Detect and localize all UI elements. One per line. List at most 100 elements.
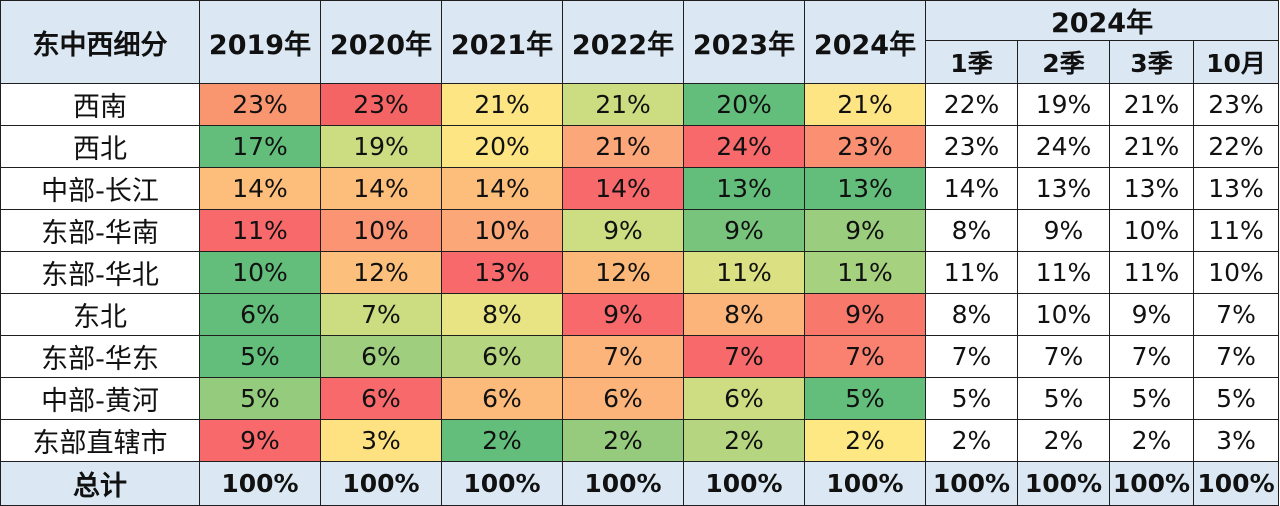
period-cell-q3: 21% xyxy=(1109,83,1194,126)
period-cell-oct: 22% xyxy=(1192,125,1280,168)
heat-cell-2022: 21% xyxy=(562,125,684,168)
period-cell-q1: 22% xyxy=(925,83,1018,126)
heat-cell-2020: 14% xyxy=(320,167,442,210)
heat-cell-2024: 23% xyxy=(804,125,926,168)
col-header-2023: 2023年 xyxy=(683,0,805,84)
heat-cell-2024: 9% xyxy=(804,293,926,336)
heat-cell-2019: 11% xyxy=(199,209,321,252)
header-row-periods: 1季 2季 3季 10月 xyxy=(1,40,1280,84)
table-row: 中部-黄河 5% 6% 6% 6% 6% 5% 5% 5% 5% 5% xyxy=(0,377,1280,420)
heat-cell-2022: 2% xyxy=(562,419,684,462)
heat-cell-2023: 2% xyxy=(683,419,805,462)
period-cell-q1: 7% xyxy=(925,335,1018,378)
col-header-2020: 2020年 xyxy=(320,0,442,84)
heat-cell-2020: 12% xyxy=(320,251,442,294)
heat-cell-2021: 2% xyxy=(441,419,563,462)
heat-cell-2023: 24% xyxy=(683,125,805,168)
total-q2: 100% xyxy=(1017,461,1110,506)
heat-cell-2022: 7% xyxy=(562,335,684,378)
row-label: 东北 xyxy=(0,293,200,336)
period-cell-q1: 11% xyxy=(925,251,1018,294)
heat-cell-2020: 6% xyxy=(320,377,442,420)
total-2024: 100% xyxy=(804,461,926,506)
heat-cell-2020: 10% xyxy=(320,209,442,252)
col-header-oct: 10月 xyxy=(1192,40,1280,84)
heat-cell-2021: 6% xyxy=(441,377,563,420)
period-cell-q2: 2% xyxy=(1017,419,1110,462)
heat-cell-2019: 10% xyxy=(199,251,321,294)
period-cell-q2: 7% xyxy=(1017,335,1110,378)
period-cell-q2: 24% xyxy=(1017,125,1110,168)
row-label: 中部-长江 xyxy=(0,167,200,210)
total-2019: 100% xyxy=(199,461,321,506)
table-body: 西南 23% 23% 21% 21% 20% 21% 22% 19% 21% 23% 西北 17% 19%… xyxy=(0,83,1280,462)
period-cell-oct: 10% xyxy=(1192,251,1280,294)
period-cell-q2: 13% xyxy=(1017,167,1110,210)
heat-cell-2024: 9% xyxy=(804,209,926,252)
header-row-top: 东中西细分 2019年 2020年 2021年 2022年 2023年 2024… xyxy=(0,0,1280,84)
period-cell-q3: 13% xyxy=(1109,167,1194,210)
row-label: 东部-华南 xyxy=(0,209,200,252)
heat-cell-2024: 5% xyxy=(804,377,926,420)
heat-cell-2021: 6% xyxy=(441,335,563,378)
period-cell-q3: 2% xyxy=(1109,419,1194,462)
heat-cell-2022: 6% xyxy=(562,377,684,420)
heat-cell-2022: 21% xyxy=(562,83,684,126)
row-label: 中部-黄河 xyxy=(0,377,200,420)
heat-cell-2019: 5% xyxy=(199,335,321,378)
period-cell-q2: 10% xyxy=(1017,293,1110,336)
period-cell-oct: 11% xyxy=(1192,209,1280,252)
total-q3: 100% xyxy=(1109,461,1194,506)
heat-cell-2020: 23% xyxy=(320,83,442,126)
total-label: 总计 xyxy=(0,461,200,506)
heat-cell-2020: 19% xyxy=(320,125,442,168)
period-cell-q2: 19% xyxy=(1017,83,1110,126)
heat-cell-2020: 7% xyxy=(320,293,442,336)
row-label: 东部-华东 xyxy=(0,335,200,378)
period-cell-q3: 5% xyxy=(1109,377,1194,420)
heat-cell-2024: 11% xyxy=(804,251,926,294)
period-cell-q3: 10% xyxy=(1109,209,1194,252)
period-cell-oct: 7% xyxy=(1192,335,1280,378)
total-2020: 100% xyxy=(320,461,442,506)
period-cell-q1: 23% xyxy=(925,125,1018,168)
period-cell-oct: 3% xyxy=(1192,419,1280,462)
heat-cell-2021: 13% xyxy=(441,251,563,294)
heat-cell-2019: 9% xyxy=(199,419,321,462)
period-cell-q1: 2% xyxy=(925,419,1018,462)
table-row: 东部-华东 5% 6% 6% 7% 7% 7% 7% 7% 7% 7% xyxy=(0,335,1280,378)
table-row: 东部直辖市 9% 3% 2% 2% 2% 2% 2% 2% 2% 3% xyxy=(0,419,1280,462)
heat-cell-2024: 13% xyxy=(804,167,926,210)
period-cell-q3: 9% xyxy=(1109,293,1194,336)
heat-cell-2022: 12% xyxy=(562,251,684,294)
heat-cell-2022: 9% xyxy=(562,209,684,252)
col-header-period-group: 2024年 xyxy=(924,0,1280,41)
heat-cell-2023: 8% xyxy=(683,293,805,336)
heat-cell-2019: 5% xyxy=(199,377,321,420)
heat-cell-2023: 13% xyxy=(683,167,805,210)
table-row: 中部-长江 14% 14% 14% 14% 13% 13% 14% 13% 13% 13% xyxy=(0,167,1280,210)
row-label: 东部-华北 xyxy=(0,251,200,294)
period-cell-oct: 13% xyxy=(1192,167,1280,210)
table-row: 东部-华北 10% 12% 13% 12% 11% 11% 11% 11% 11% 10% xyxy=(0,251,1280,294)
heat-cell-2024: 7% xyxy=(804,335,926,378)
col-header-q3: 3季 xyxy=(1109,40,1194,84)
row-label: 西北 xyxy=(0,125,200,168)
heat-cell-2020: 6% xyxy=(320,335,442,378)
row-header-label: 东中西细分 xyxy=(0,0,200,84)
row-label: 西南 xyxy=(0,83,200,126)
heat-cell-2019: 17% xyxy=(199,125,321,168)
total-oct: 100% xyxy=(1192,461,1280,506)
total-q1: 100% xyxy=(925,461,1018,506)
row-label: 东部直辖市 xyxy=(0,419,200,462)
heat-cell-2021: 20% xyxy=(441,125,563,168)
table-row: 东北 6% 7% 8% 9% 8% 9% 8% 10% 9% 7% xyxy=(0,293,1280,336)
heat-cell-2021: 21% xyxy=(441,83,563,126)
total-row: 总计 100% 100% 100% 100% 100% 100% 100% 10… xyxy=(0,461,1280,506)
col-header-2021: 2021年 xyxy=(441,0,563,84)
heat-cell-2021: 14% xyxy=(441,167,563,210)
heat-cell-2019: 23% xyxy=(199,83,321,126)
heat-cell-2022: 14% xyxy=(562,167,684,210)
total-2022: 100% xyxy=(562,461,684,506)
table-row: 西北 17% 19% 20% 21% 24% 23% 23% 24% 21% 22% xyxy=(0,125,1280,168)
